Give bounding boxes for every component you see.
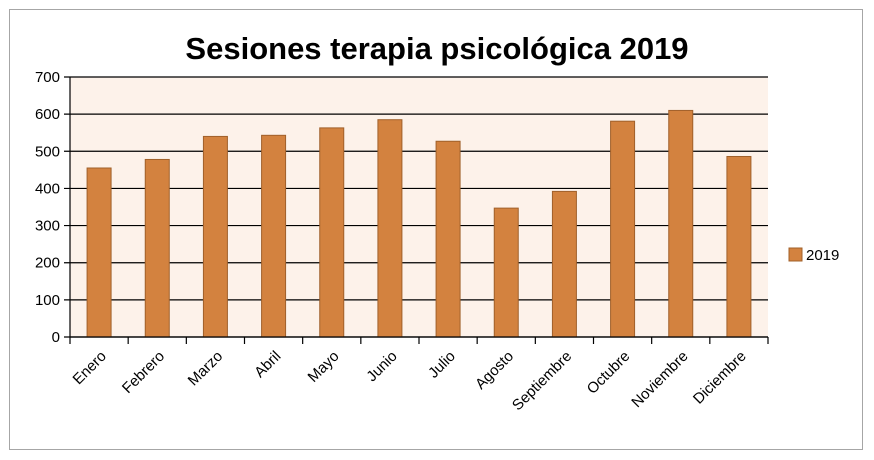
x-tick-label: Junio	[363, 348, 400, 385]
x-tick-label: Marzo	[185, 348, 226, 389]
x-tick-label: Agosto	[472, 348, 517, 393]
x-tick-label: Noviembre	[628, 348, 691, 411]
bar-noviembre	[668, 109, 694, 338]
chart-title: Sesiones terapia psicológica 2019	[185, 31, 689, 66]
bar-septiembre	[551, 190, 577, 338]
bars	[86, 109, 752, 338]
x-tick-label: Diciembre	[690, 348, 750, 408]
x-tick-label: Mayo	[305, 348, 343, 386]
bar-febrero	[144, 158, 170, 338]
x-tick-label: Octubre	[584, 348, 634, 398]
legend: 2019	[788, 247, 839, 264]
x-tick-label: Enero	[70, 348, 110, 388]
y-tick-label: 300	[35, 218, 60, 235]
plot-area	[70, 77, 768, 337]
bar-octubre	[610, 120, 636, 338]
legend-swatch	[788, 247, 803, 262]
bar-junio	[377, 119, 403, 338]
bar-diciembre	[726, 155, 752, 338]
x-tick-label: Abril	[251, 348, 284, 381]
y-tick-labels: 0 100 200 300 400 500 600 700	[35, 69, 60, 346]
bar-mayo	[319, 127, 345, 338]
bar-marzo	[202, 135, 228, 338]
y-tick-label: 400	[35, 180, 60, 197]
bar-julio	[435, 140, 461, 338]
y-tick-label: 200	[35, 255, 60, 272]
x-tick-label: Febrero	[119, 348, 168, 397]
bar-enero	[86, 167, 112, 338]
x-tick-label: Septiembre	[509, 348, 575, 414]
x-tick-label: Julio	[425, 348, 459, 382]
y-tick-label: 100	[35, 292, 60, 309]
y-tick-label: 500	[35, 143, 60, 160]
bar-agosto	[493, 207, 519, 338]
y-tick-label: 700	[35, 69, 60, 86]
y-tick-label: 600	[35, 106, 60, 123]
legend-label: 2019	[806, 247, 839, 264]
x-tick-labels: Enero Febrero Marzo Abril Mayo Junio Julio Agos…	[70, 348, 750, 414]
y-tick-label: 0	[52, 329, 60, 346]
axes	[69, 77, 769, 344]
bar-abril	[261, 134, 287, 338]
gridlines	[64, 76, 768, 338]
